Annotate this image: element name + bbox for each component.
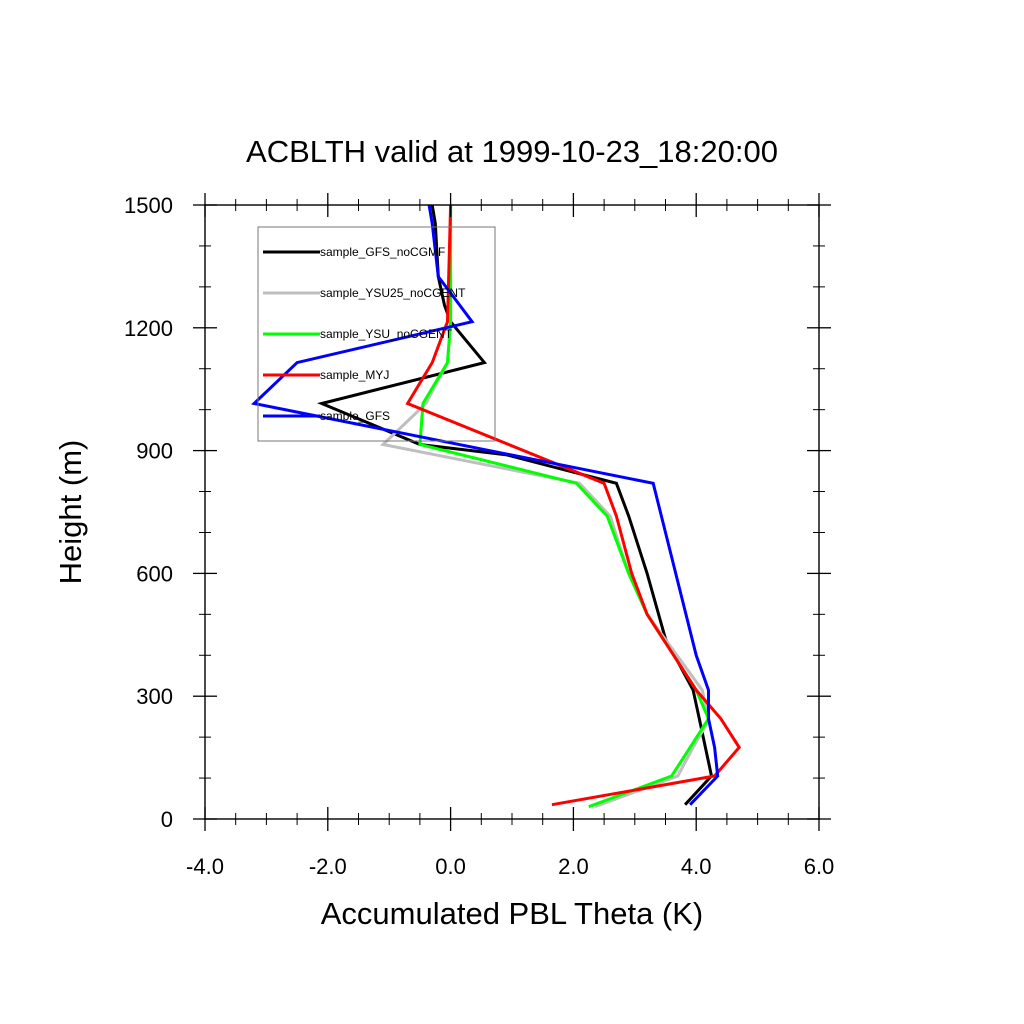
x-tick-label: -2.0: [309, 854, 347, 879]
y-tick-label: 1500: [124, 193, 173, 218]
series-line-sample-myj: [405, 204, 742, 807]
x-axis-title: Accumulated PBL Theta (K): [321, 896, 704, 931]
legend-label: sample_YSU_noCGENT: [320, 327, 453, 341]
x-tick-label: 4.0: [681, 854, 712, 879]
y-tick-label: 600: [136, 561, 173, 586]
y-tick-label: 0: [161, 807, 173, 832]
legend-label: sample_GFS: [320, 409, 390, 423]
y-tick-label: 900: [136, 439, 173, 464]
legend-label: sample_YSU25_noCGENT: [320, 286, 466, 300]
y-tick-label: 1200: [124, 316, 173, 341]
series-lines: [250, 204, 742, 809]
x-tick-label: 6.0: [804, 854, 835, 879]
legend-label: sample_GFS_noCGMF: [320, 245, 445, 259]
chart-title: ACBLTH valid at 1999-10-23_18:20:00: [246, 134, 778, 169]
legend: sample_GFS_noCGMF sample_YSU25_noCGENTsam…: [257, 226, 496, 442]
legend-box: [257, 226, 496, 442]
series-line-sample-ysu-nocgent: [418, 205, 711, 809]
y-axis-title: Height (m): [53, 440, 88, 585]
legend-label: sample_MYJ: [320, 368, 389, 382]
x-tick-label: 2.0: [558, 854, 589, 879]
series-line-sample-gfs: [250, 204, 720, 806]
x-tick-label: -4.0: [186, 854, 224, 879]
y-tick-label: 300: [136, 684, 173, 709]
x-tick-label: 0.0: [435, 854, 466, 879]
series-line-sample-gfs-nocgmf: [316, 204, 714, 806]
axis-ticks: -4.0 -2.0 0.0 2.0 4.0 6.0 0 300 600 900 1200 1500: [124, 193, 834, 879]
